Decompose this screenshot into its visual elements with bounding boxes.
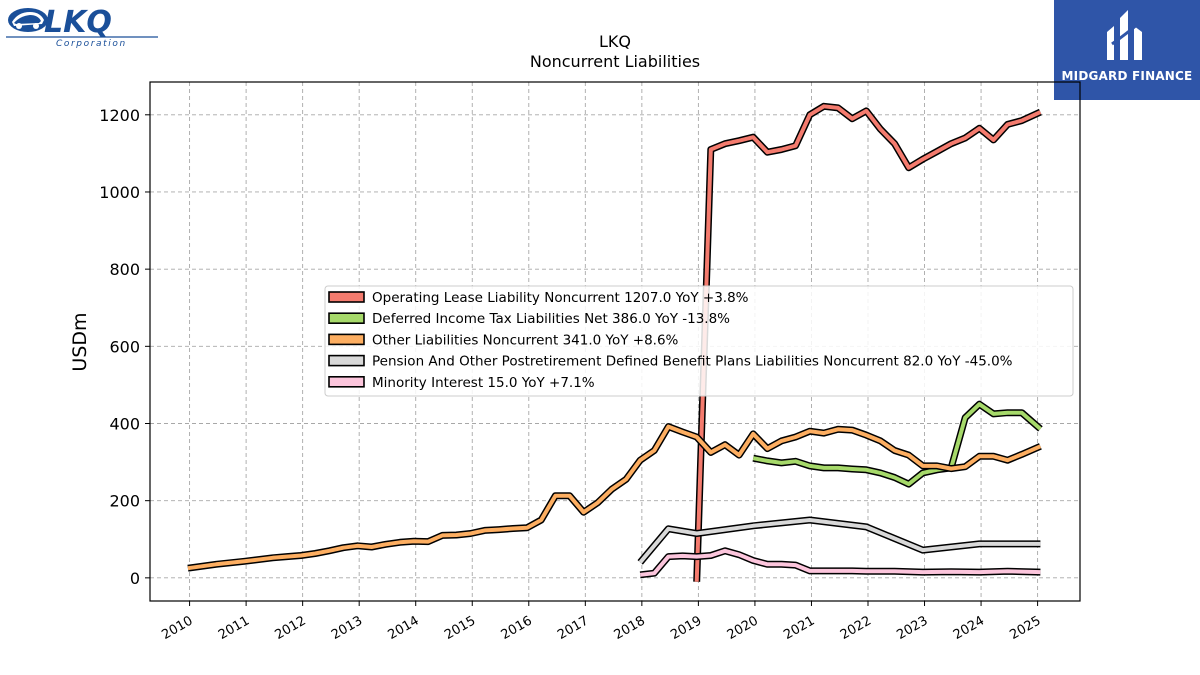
- plot-frame: [149, 81, 1081, 602]
- x-tick-label: 2019: [668, 613, 704, 643]
- legend-swatch: [328, 375, 365, 388]
- lkq-subtext: Corporation: [56, 39, 127, 49]
- legend: Operating Lease Liability Noncurrent 120…: [324, 285, 1074, 397]
- legend-swatch: [328, 354, 365, 367]
- legend-swatch: [328, 333, 365, 346]
- series-layer: [187, 102, 1043, 582]
- series-2: [752, 400, 1043, 488]
- chart-subtitle: Noncurrent Liabilities: [530, 52, 700, 71]
- legend-item: Other Liabilities Noncurrent 341.0 YoY +…: [328, 332, 679, 348]
- legend-label: Other Liabilities Noncurrent 341.0 YoY +…: [372, 332, 679, 348]
- series-line-outline: [752, 400, 1043, 488]
- x-tick-label: 2010: [159, 613, 195, 643]
- legend-item: Minority Interest 15.0 YoY +7.1%: [328, 375, 595, 391]
- y-tick-label: 1200: [99, 106, 140, 125]
- series-3: [187, 423, 1042, 572]
- midgard-wordmark: MIDGARD FINANCE: [1061, 69, 1193, 83]
- series-line: [187, 424, 1042, 571]
- y-axis-label: USDm: [69, 312, 91, 371]
- series-1: [693, 102, 1042, 582]
- x-tick-label: 2024: [951, 613, 987, 643]
- legend-label: Deferred Income Tax Liabilities Net 386.…: [372, 311, 730, 327]
- y-tick-label: 200: [109, 492, 140, 511]
- x-tick-label: 2012: [272, 613, 308, 643]
- midgard-finance-logo: MIDGARD FINANCE: [1054, 0, 1200, 100]
- y-tick-label: 600: [109, 337, 140, 356]
- series-line: [639, 548, 1041, 577]
- x-tick-label: 2020: [725, 613, 761, 643]
- x-tick-label: 2017: [555, 613, 591, 643]
- legend-item: Operating Lease Liability Noncurrent 120…: [328, 290, 749, 306]
- x-tick-label: 2011: [216, 613, 252, 643]
- y-tick-label: 400: [109, 414, 140, 433]
- x-axis: 2010 2011 2012 2013 2014 2015 2016 2017 2018 2019…: [159, 601, 1044, 643]
- legend-item: Pension And Other Postretirement Defined…: [328, 354, 1013, 370]
- midgard-emblem-icon: [1107, 10, 1142, 60]
- legend-label: Pension And Other Postretirement Defined…: [372, 354, 1013, 370]
- x-tick-label: 2016: [499, 613, 535, 643]
- legend-swatch: [328, 291, 365, 303]
- series-line: [638, 518, 1041, 564]
- y-tick-label: 1000: [99, 183, 140, 202]
- series-line: [752, 402, 1042, 487]
- legend-label: Operating Lease Liability Noncurrent 120…: [372, 290, 749, 306]
- legend-box: [324, 285, 1074, 397]
- x-tick-label: 2018: [612, 613, 648, 643]
- legend-label: Minority Interest 15.0 YoY +7.1%: [372, 375, 595, 391]
- x-tick-label: 2013: [329, 613, 365, 643]
- lkq-wordmark: LKQ: [44, 5, 112, 40]
- x-tick-label: 2021: [781, 613, 817, 643]
- series-line: [694, 104, 1042, 582]
- x-tick-label: 2023: [894, 613, 930, 643]
- y-tick-label: 800: [109, 260, 140, 279]
- lkq-logo: LKQ Corporation: [4, 4, 160, 50]
- x-tick-label: 2025: [1007, 613, 1043, 643]
- x-tick-label: 2015: [442, 613, 478, 643]
- legend-item: Deferred Income Tax Liabilities Net 386.…: [328, 311, 730, 327]
- x-tick-label: 2014: [386, 613, 422, 643]
- chart-title: LKQ: [599, 32, 631, 51]
- lkq-car-icon: [8, 8, 48, 32]
- y-axis: 0 200 400 600 800 1000 1200: [99, 106, 150, 588]
- x-tick-label: 2022: [838, 613, 874, 643]
- series-4: [637, 516, 1041, 565]
- series-5: [639, 547, 1041, 579]
- legend-swatch: [328, 312, 365, 325]
- y-tick-label: 0: [130, 569, 140, 588]
